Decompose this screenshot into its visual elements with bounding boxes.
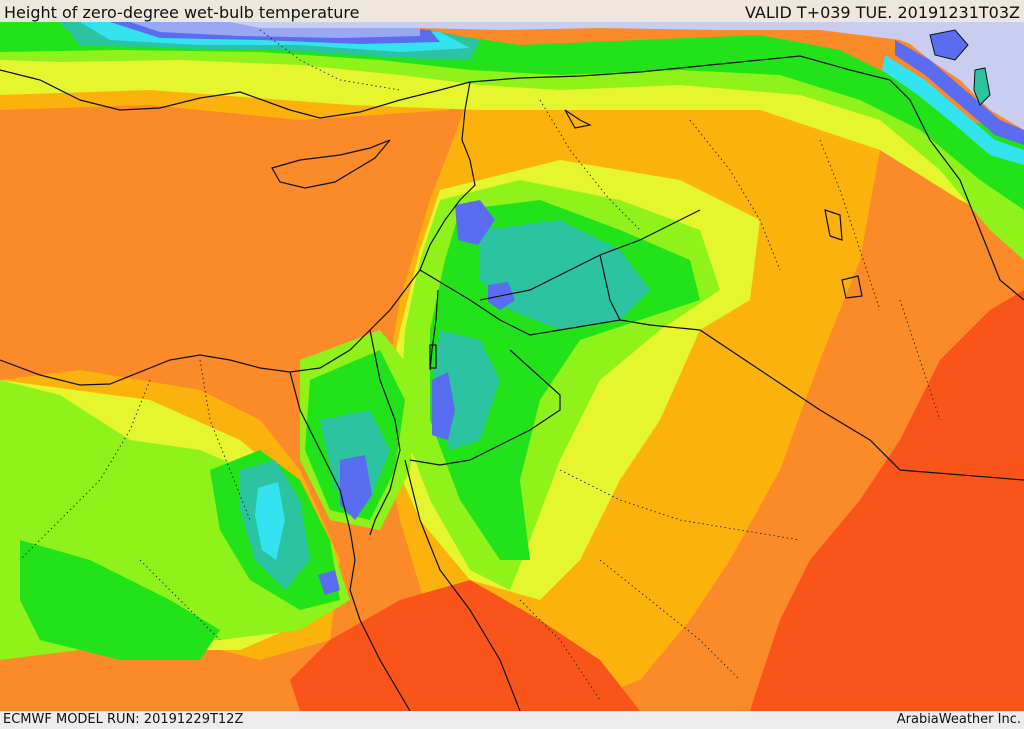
lake-van — [929, 29, 969, 61]
lake-razazza — [841, 275, 863, 299]
coast-redsea-west — [289, 371, 411, 712]
province-line-5 — [819, 139, 881, 311]
footer-bar — [0, 711, 1024, 729]
province-line-9 — [519, 599, 601, 701]
coast-cyprus — [271, 139, 391, 189]
field-green-egypt — [20, 540, 220, 660]
map-title: Height of zero-degree wet-bulb temperatu… — [4, 3, 360, 22]
dead-sea — [429, 344, 437, 369]
lake-tharthar — [824, 209, 843, 241]
borders — [0, 55, 1024, 712]
field-blue-east-edge — [895, 40, 1024, 145]
coast-aqaba — [369, 329, 401, 536]
river-jordan — [429, 289, 439, 371]
lake-assad — [564, 109, 592, 129]
province-line-4 — [689, 119, 781, 271]
border-jordan-east — [419, 269, 1024, 481]
field-teal-jordan — [480, 220, 650, 330]
field-green-turkey — [0, 18, 1024, 210]
valid-time: VALID T+039 TUE. 20191231T03Z — [744, 3, 1020, 22]
border-syria-jordan — [479, 209, 701, 301]
province-line-11 — [899, 299, 941, 421]
province-line-10 — [139, 559, 221, 641]
field-blue-jordan-valley — [432, 372, 455, 440]
credit-label: ArabiaWeather Inc. — [896, 712, 1021, 727]
province-line-7 — [599, 559, 741, 681]
border-saudi-jordan — [409, 349, 561, 466]
field-cyan-redsea — [255, 482, 285, 560]
field-redorange-arabia — [750, 290, 1024, 711]
border-syria-north — [469, 55, 801, 83]
lake-urmia — [973, 67, 991, 106]
field-teal-sinai — [320, 410, 390, 500]
border-syria-iraq — [599, 254, 621, 321]
field-lavender-east — [900, 22, 1024, 130]
field-blue-redsea — [318, 570, 340, 595]
field-lime-turkey — [0, 18, 1024, 260]
field-blue-sinai — [340, 455, 372, 520]
coast-turkey — [0, 69, 471, 119]
coast-redsea-east — [404, 459, 521, 712]
border-iraq-iran — [799, 55, 1024, 301]
model-run-label: ECMWF MODEL RUN: 20191229T12Z — [3, 712, 244, 727]
field-blue-lebanon — [455, 200, 495, 245]
field-cyan-east-edge — [882, 55, 1024, 165]
province-line-3 — [539, 99, 641, 231]
province-lines — [19, 29, 941, 701]
coast-levant — [0, 81, 476, 386]
field-redorange-sudan — [290, 580, 640, 711]
province-line-8 — [259, 29, 401, 91]
header-bar — [0, 0, 1024, 22]
